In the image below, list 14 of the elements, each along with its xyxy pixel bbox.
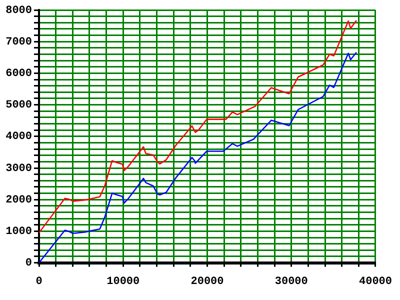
x-tick-label: 0 (36, 276, 42, 288)
y-tick-label: 5000 (6, 100, 32, 112)
y-tick-label: 4000 (6, 131, 32, 144)
x-tick-label: 40000 (358, 276, 392, 288)
x-tick-label: 20000 (190, 276, 224, 288)
y-tick-label: 1000 (6, 226, 32, 238)
y-tick-label: 3000 (6, 162, 32, 175)
y-tick-label: 2000 (6, 194, 32, 206)
y-tick-label: 6000 (6, 68, 32, 80)
y-tick-label: 8000 (6, 4, 32, 17)
y-tick-label: 7000 (6, 36, 32, 48)
x-tick-label: 10000 (106, 276, 140, 288)
x-tick-label: 30000 (274, 276, 308, 288)
y-tick-label: 0 (25, 258, 32, 270)
